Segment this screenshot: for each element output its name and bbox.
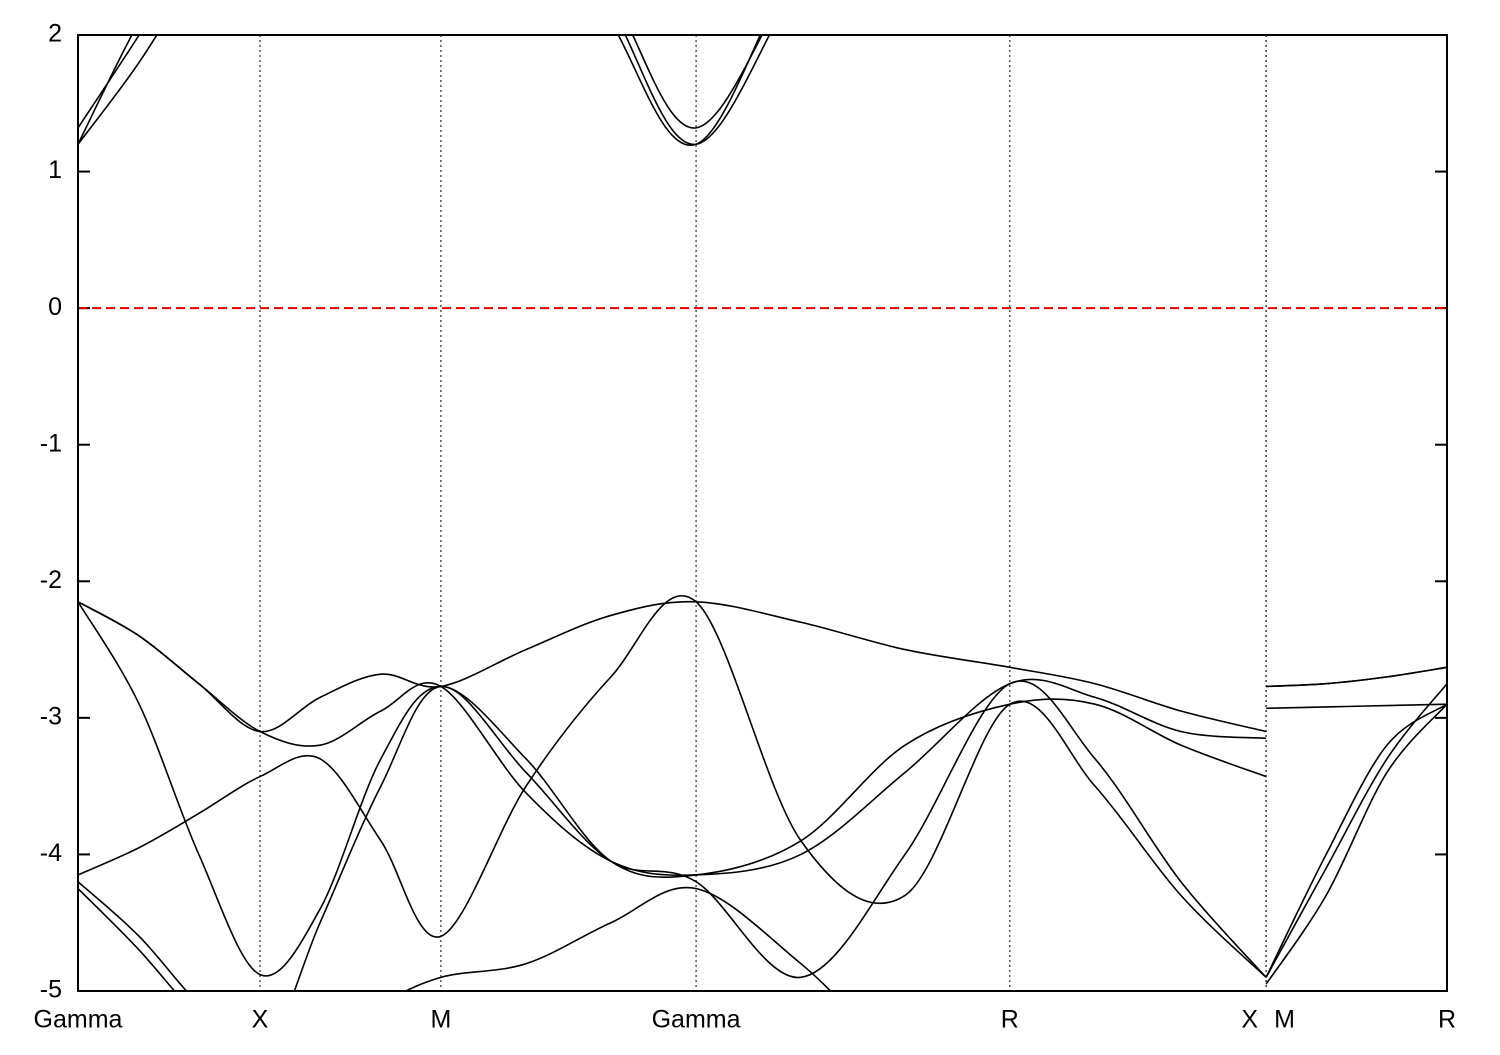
- x-tick-label: M: [1274, 1006, 1295, 1034]
- bands-layer: [78, 35, 1447, 991]
- band-line: [78, 600, 1447, 733]
- y-tick-label: -1: [40, 429, 62, 457]
- y-tick-label: -3: [40, 702, 62, 730]
- y-tick-label: -4: [40, 839, 62, 867]
- plot-frame: [77, 34, 1448, 992]
- grid-layer: [77, 34, 1448, 992]
- band-line: [78, 35, 762, 147]
- x-tick-label: Gamma: [34, 1006, 123, 1034]
- band-line: [78, 594, 1447, 978]
- band-line: [78, 35, 771, 146]
- band-line: [78, 601, 1447, 877]
- y-tick-label: -2: [40, 566, 62, 594]
- x-tick-label: M: [430, 1006, 451, 1034]
- x-tick-label: Gamma: [652, 1006, 741, 1034]
- x-tick-label: X: [252, 1006, 269, 1034]
- y-tick-label: -5: [40, 976, 62, 1004]
- band-line: [78, 601, 1447, 977]
- y-tick-label: 1: [48, 156, 62, 184]
- band-line: [78, 703, 1447, 991]
- x-tick-label: X: [1241, 1006, 1258, 1034]
- band-line: [78, 35, 763, 129]
- y-tick-label: 2: [48, 20, 62, 48]
- y-tick-label: 0: [48, 293, 62, 321]
- band-line: [78, 680, 1447, 991]
- x-tick-label: R: [1438, 1006, 1456, 1034]
- x-tick-label: R: [1001, 1006, 1019, 1034]
